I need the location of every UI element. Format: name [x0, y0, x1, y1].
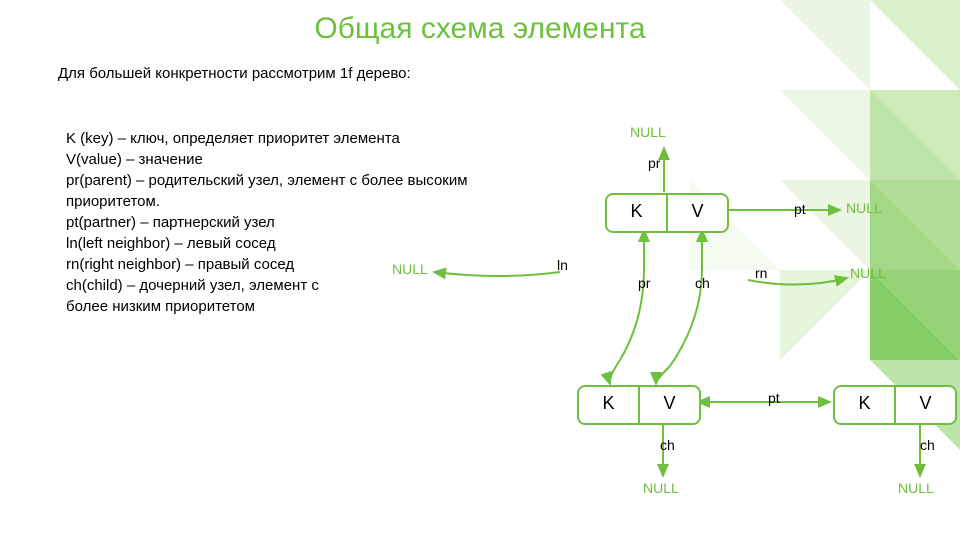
- node-right-v: V: [896, 387, 955, 423]
- null-label: NULL: [850, 265, 886, 281]
- ln-label: ln: [557, 257, 568, 273]
- def-line: pr(parent) – родительский узел, элемент …: [66, 170, 468, 191]
- subtitle-text: Для большей конкретности рассмотрим 1f д…: [58, 65, 411, 82]
- def-line: V(value) – значение: [66, 149, 468, 170]
- def-line: ch(child) – дочерний узел, элемент с: [66, 275, 468, 296]
- def-line: pt(partner) – партнерский узел: [66, 212, 468, 233]
- definitions-block: K (key) – ключ, определяет приоритет эле…: [66, 128, 468, 317]
- null-label: NULL: [630, 124, 666, 140]
- node-top: K V: [605, 193, 729, 233]
- null-label: NULL: [846, 200, 882, 216]
- node-top-k: K: [607, 195, 666, 231]
- node-right-k: K: [835, 387, 894, 423]
- node-mid: K V: [577, 385, 701, 425]
- def-line: ln(left neighbor) – левый сосед: [66, 233, 468, 254]
- def-line: более низким приоритетом: [66, 296, 468, 317]
- null-label: NULL: [643, 480, 679, 496]
- ch-label: ch: [695, 275, 710, 291]
- null-label: NULL: [898, 480, 934, 496]
- ch-label: ch: [920, 437, 935, 453]
- node-right: K V: [833, 385, 957, 425]
- pr-label: pr: [648, 155, 660, 171]
- null-label: NULL: [392, 261, 428, 277]
- node-mid-v: V: [640, 387, 699, 423]
- pt-label: pt: [794, 201, 806, 217]
- page-title: Общая схема элемента: [130, 12, 830, 46]
- node-top-v: V: [668, 195, 727, 231]
- pt-label: pt: [768, 390, 780, 406]
- def-line: приоритетом.: [66, 191, 468, 212]
- def-line: K (key) – ключ, определяет приоритет эле…: [66, 128, 468, 149]
- rn-label: rn: [755, 265, 767, 281]
- ch-label: ch: [660, 437, 675, 453]
- pr-label: pr: [638, 275, 650, 291]
- node-mid-k: K: [579, 387, 638, 423]
